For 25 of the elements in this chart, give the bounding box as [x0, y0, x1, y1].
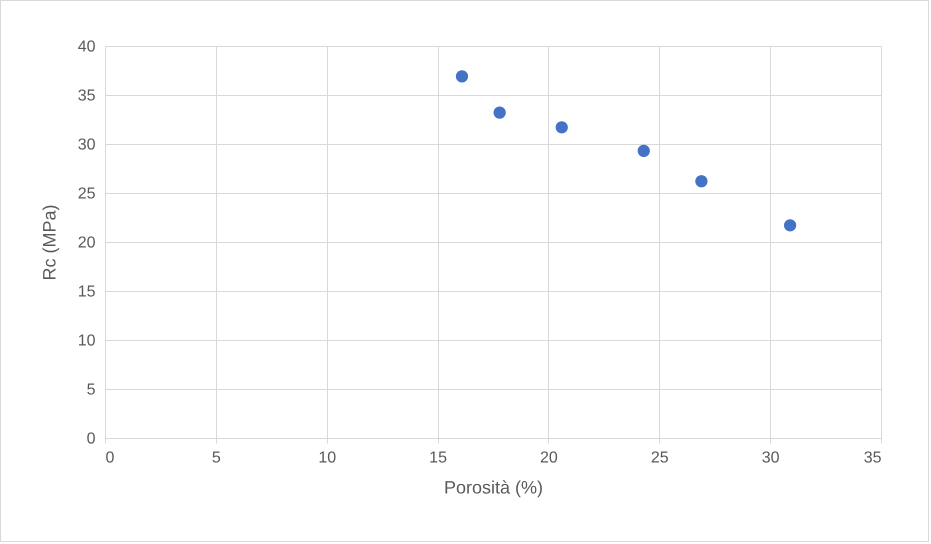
x-tick-label: 35 — [864, 450, 882, 466]
y-tick-label: 30 — [78, 136, 96, 154]
y-tick-label: 25 — [78, 186, 96, 202]
x-tick-label: 5 — [212, 450, 221, 466]
y-tick-label: 35 — [78, 88, 96, 104]
y-axis-title: Rc (MPa) — [40, 204, 60, 280]
y-tick-label: 10 — [78, 332, 96, 350]
point — [638, 144, 650, 157]
y-tick-label: 20 — [78, 234, 96, 252]
point — [784, 219, 796, 232]
point — [556, 121, 568, 134]
x-tick-label: 25 — [650, 450, 669, 466]
y-tick-label: 0 — [86, 430, 96, 448]
y-tick-label: 40 — [78, 38, 96, 56]
x-tick-label: 15 — [429, 450, 448, 466]
point — [456, 70, 468, 82]
x-axis-title: Porosità (%) — [444, 478, 544, 498]
x-tick-label: 0 — [106, 450, 114, 466]
x-tick-label: 30 — [762, 450, 780, 466]
point — [695, 175, 708, 188]
y-tick-label: 15 — [78, 284, 96, 300]
x-tick-label: 20 — [540, 450, 558, 466]
point — [494, 106, 506, 119]
x-tick-label: 10 — [318, 450, 336, 466]
y-tick-label: 5 — [86, 382, 96, 398]
